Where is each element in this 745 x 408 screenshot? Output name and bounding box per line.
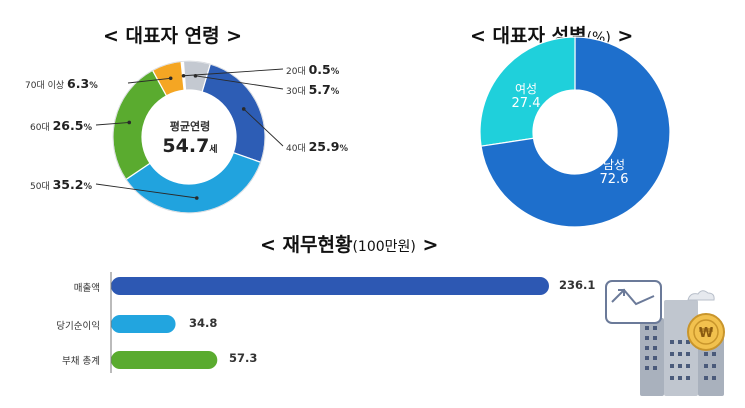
finance-title-text: < 재무현황	[260, 234, 353, 256]
bar-category-revenue: 매출액	[73, 283, 100, 294]
age-leader-lines	[95, 68, 284, 200]
finance-chart-title: < 재무현황(100만원) >	[260, 230, 438, 257]
gender-title-close: >	[610, 25, 634, 47]
building-icon-left	[640, 318, 664, 396]
leader-20s	[183, 68, 284, 77]
age-label-30s: 30대 5.7%	[286, 82, 340, 97]
male-label: 남성	[602, 158, 626, 172]
leader-20s-dot	[181, 73, 186, 78]
average-age-value: 54.7세	[140, 135, 240, 157]
gender-label-male: 남성 72.6	[584, 156, 644, 187]
bar-value-revenue: 236.1	[559, 278, 596, 292]
leader-70s-plus	[127, 77, 171, 84]
age-value-60s: 26.5	[52, 118, 84, 133]
bar-revenue	[111, 277, 549, 295]
trend-line-icon	[611, 288, 655, 306]
age-value-40s: 25.9	[308, 139, 340, 154]
bar-category-net-income: 당기순이익	[56, 321, 100, 332]
building-icon-middle	[664, 300, 698, 396]
age-value-30s: 5.7	[308, 82, 331, 97]
age-chart-title: < 대표자 연령 >	[103, 21, 242, 48]
leader-30s	[195, 75, 284, 90]
leader-50s	[95, 183, 197, 199]
leader-60s	[95, 121, 130, 126]
leader-60s-dot	[127, 120, 132, 125]
gender-donut-chart	[479, 36, 671, 228]
leader-30s-dot	[193, 74, 198, 78]
trend-arrow-icon	[618, 289, 625, 296]
age-title-text: < 대표자 연령 >	[103, 25, 243, 47]
male-value: 72.6	[599, 172, 629, 187]
age-label-40s: 40대 25.9%	[286, 139, 348, 154]
age-center-label: 평균연령 54.7세	[140, 118, 240, 157]
bar-value-net-income: 34.8	[189, 316, 218, 330]
cloud-icon	[687, 290, 715, 301]
average-age-unit: 세	[209, 145, 218, 155]
gender-label-female: 여성 27.4	[496, 80, 556, 111]
age-value-20s: 0.5	[308, 62, 331, 77]
average-age-label: 평균연령	[169, 120, 211, 133]
age-value-70s-plus: 6.3	[67, 76, 90, 91]
age-label-50s: 50대 35.2%	[30, 177, 92, 192]
slice-male	[480, 36, 671, 228]
finance-title-unit: (100만원)	[352, 239, 416, 255]
finance-bar-chart	[110, 272, 549, 373]
age-label-70s-plus: 70대 이상 6.3%	[25, 76, 98, 91]
leader-70s-plus-dot	[168, 76, 173, 81]
won-symbol-icon: ₩	[699, 326, 714, 341]
slice-female	[479, 36, 576, 147]
age-label-60s: 60대 26.5%	[30, 118, 92, 133]
female-value: 27.4	[511, 96, 541, 111]
age-donut-outline	[112, 60, 266, 214]
finance-title-close: >	[415, 234, 439, 256]
age-label-20s: 20대 0.5%	[286, 62, 340, 77]
leader-50s-dot	[194, 196, 199, 200]
bar-value-total-liabilities: 57.3	[229, 351, 258, 365]
female-label: 여성	[514, 82, 538, 96]
bar-net-income	[111, 315, 176, 333]
leader-40s-dot	[241, 107, 246, 111]
finance-illustration: ₩	[605, 280, 725, 396]
building-windows	[645, 326, 716, 380]
bar-category-total-liabilities: 부채 총계	[62, 356, 100, 367]
leader-40s	[243, 108, 284, 147]
age-value-50s: 35.2	[52, 177, 84, 192]
bar-total-liabilities	[111, 351, 218, 369]
average-age-number: 54.7	[162, 135, 210, 157]
